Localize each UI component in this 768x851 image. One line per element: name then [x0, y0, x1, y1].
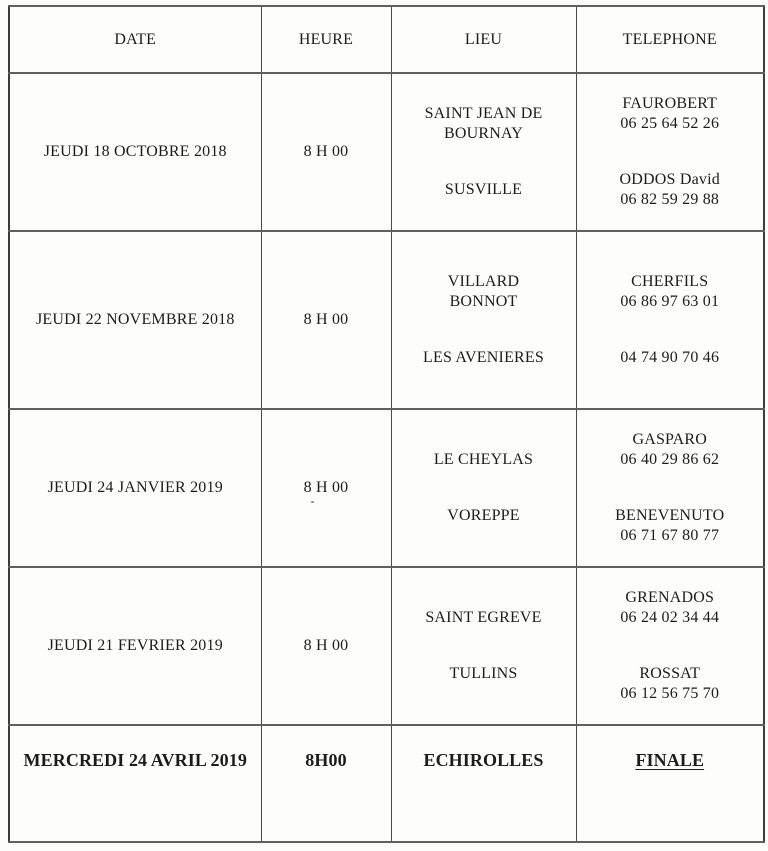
header-cell-lieu: LIEU — [390, 5, 577, 74]
cell-telephone: CHERFILS 06 86 97 63 01 04 74 90 70 46 — [575, 230, 765, 410]
lieu-entry-2: SUSVILLE — [444, 181, 523, 198]
telephone-entry-2: BENEVENUTO 06 71 67 80 77 — [615, 506, 724, 546]
table-row: JEUDI 21 FEVRIER 2019 8 H 00 SAINT EGREV… — [8, 566, 765, 726]
cell-lieu: LE CHEYLAS VOREPPE — [390, 408, 577, 568]
date-text: JEUDI 18 OCTOBRE 2018 — [43, 143, 227, 160]
telephone-entry-2: 04 74 90 70 46 — [620, 348, 719, 368]
contact-name: GASPARO — [632, 431, 708, 448]
telephone-entry-1: GRENADOS 06 24 02 34 44 — [620, 588, 719, 628]
heure-text: 8 H 00 — [303, 311, 349, 328]
heure-text: 8 H 00 — [303, 479, 349, 496]
heure-text: 8 H 00 — [303, 637, 349, 654]
header-cell-heure: HEURE — [260, 5, 392, 74]
lieu-entry-1: LE CHEYLAS — [433, 451, 534, 468]
contact-phone: 06 25 64 52 26 — [620, 115, 720, 132]
contact-phone: 06 82 59 29 88 — [620, 191, 720, 208]
contact-phone: 06 86 97 63 01 — [620, 293, 720, 310]
date-text: JEUDI 24 JANVIER 2019 — [47, 479, 223, 496]
finale-label: FINALE — [635, 750, 705, 770]
telephone-entry-1: GASPARO 06 40 29 86 62 — [620, 430, 719, 470]
finale-lieu-text: ECHIROLLES — [423, 750, 544, 770]
contact-name: ROSSAT — [639, 665, 701, 682]
telephone-entry-2: ODDOS David 06 82 59 29 88 — [620, 170, 720, 210]
table-row: JEUDI 22 NOVEMBRE 2018 8 H 00 VILLARD BO… — [8, 230, 765, 410]
finale-heure-text: 8H00 — [305, 750, 347, 770]
table-row: JEUDI 18 OCTOBRE 2018 8 H 00 SAINT JEAN … — [8, 72, 765, 232]
lieu-entry-2: LES AVENIERES — [423, 349, 544, 366]
table-row: JEUDI 24 JANVIER 2019 8 H 00 LE CHEYLAS … — [8, 408, 765, 568]
date-text: JEUDI 21 FEVRIER 2019 — [47, 637, 223, 654]
lieu-entry-1: VILLARD BONNOT — [447, 273, 520, 310]
cell-date: JEUDI 21 FEVRIER 2019 — [8, 566, 262, 726]
header-lieu-label: LIEU — [464, 30, 503, 48]
telephone-entry-1: CHERFILS 06 86 97 63 01 — [620, 272, 719, 312]
cell-date: MERCREDI 24 AVRIL 2019 — [8, 724, 262, 843]
cell-heure: 8 H 00 — [260, 230, 392, 410]
lieu-entry-2: VOREPPE — [447, 507, 520, 524]
header-cell-date: DATE — [8, 5, 262, 74]
contact-phone: 06 71 67 80 77 — [620, 527, 720, 544]
table-row-finale: MERCREDI 24 AVRIL 2019 8H00 ECHIROLLES F… — [8, 724, 765, 843]
cell-telephone: GRENADOS 06 24 02 34 44 ROSSAT 06 12 56 … — [575, 566, 765, 726]
cell-date: JEUDI 22 NOVEMBRE 2018 — [8, 230, 262, 410]
contact-name: FAUROBERT — [622, 95, 718, 112]
telephone-entry-2: ROSSAT 06 12 56 75 70 — [620, 664, 719, 704]
contact-phone: 04 74 90 70 46 — [620, 349, 720, 366]
cell-lieu: ECHIROLLES — [390, 724, 577, 843]
lieu-entry-1: SAINT EGREVE — [425, 609, 542, 626]
lieu-entry-1: SAINT JEAN DE BOURNAY — [424, 105, 543, 142]
contact-name: CHERFILS — [631, 273, 709, 290]
lieu-entry-2: TULLINS — [449, 665, 518, 682]
finale-date-text: MERCREDI 24 AVRIL 2019 — [23, 750, 247, 770]
contact-name: GRENADOS — [625, 589, 715, 606]
cell-heure: 8 H 00 — [260, 566, 392, 726]
cell-telephone: FAUROBERT 06 25 64 52 26 ODDOS David 06 … — [575, 72, 765, 232]
contact-phone: 06 40 29 86 62 — [620, 451, 720, 468]
table-header-row: DATE HEURE LIEU TELEPHONE — [8, 5, 765, 74]
date-text: JEUDI 22 NOVEMBRE 2018 — [35, 311, 235, 328]
header-telephone-label: TELEPHONE — [622, 30, 717, 48]
telephone-entry-1: FAUROBERT 06 25 64 52 26 — [620, 94, 719, 134]
header-date-label: DATE — [114, 30, 157, 48]
cell-telephone: GASPARO 06 40 29 86 62 BENEVENUTO 06 71 … — [575, 408, 765, 568]
scan-artifact — [311, 501, 314, 503]
contact-phone: 06 12 56 75 70 — [620, 685, 720, 702]
heure-text: 8 H 00 — [303, 143, 349, 160]
cell-date: JEUDI 24 JANVIER 2019 — [8, 408, 262, 568]
contact-name: BENEVENUTO — [615, 507, 725, 524]
contact-phone: 06 24 02 34 44 — [620, 609, 720, 626]
cell-lieu: SAINT EGREVE TULLINS — [390, 566, 577, 726]
schedule-table: DATE HEURE LIEU TELEPHONE JEUDI 18 OCTOB… — [8, 5, 765, 843]
cell-lieu: VILLARD BONNOT LES AVENIERES — [390, 230, 577, 410]
cell-telephone: FINALE — [575, 724, 765, 843]
header-heure-label: HEURE — [298, 30, 354, 48]
header-cell-telephone: TELEPHONE — [575, 5, 765, 74]
cell-heure: 8H00 — [260, 724, 392, 843]
cell-heure: 8 H 00 — [260, 72, 392, 232]
cell-date: JEUDI 18 OCTOBRE 2018 — [8, 72, 262, 232]
cell-heure: 8 H 00 — [260, 408, 392, 568]
cell-lieu: SAINT JEAN DE BOURNAY SUSVILLE — [390, 72, 577, 232]
contact-name: ODDOS David — [619, 171, 720, 188]
